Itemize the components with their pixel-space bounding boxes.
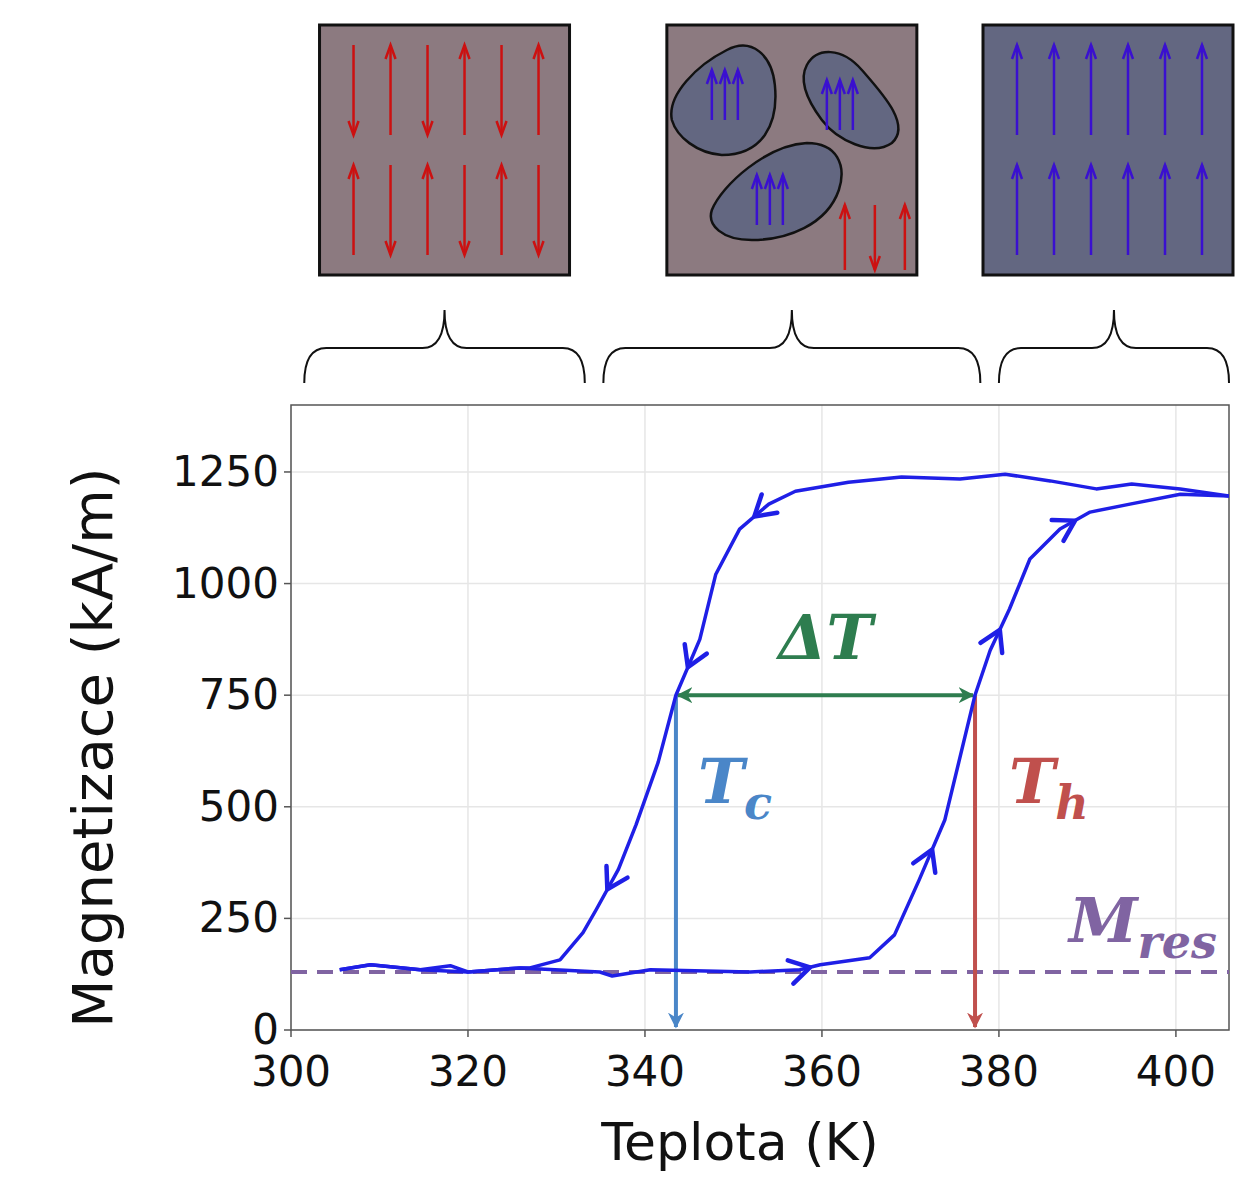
grid-line [291, 583, 1229, 585]
tick [644, 1030, 646, 1037]
direction-arrow [606, 866, 627, 889]
tick [284, 806, 291, 808]
ticks: 300 320 340 360 380 400 0 250 500 750 1000 1250 [172, 447, 1216, 1096]
grid-line [467, 405, 469, 1030]
m-res-label: Mres [1067, 884, 1217, 969]
x-tick-label: 300 [251, 1047, 331, 1096]
m-res-label-sub: res [1138, 915, 1217, 969]
x-axis-title: Teplota (K) [600, 1112, 879, 1172]
delta-t-label-main: ΔT [775, 601, 876, 674]
delta-t-label: ΔT [775, 601, 876, 674]
series-line [340, 474, 1229, 972]
y-axis-title: Magnetizace (kA/m) [60, 467, 125, 1027]
tick [284, 583, 291, 585]
chart: 300 320 340 360 380 400 0 250 500 750 1000 1250 Tepl… [0, 0, 1239, 1182]
regions [304, 25, 1233, 383]
y-tick-label: 0 [252, 1005, 279, 1054]
th-label-main: T [1009, 745, 1059, 818]
x-tick-label: 380 [959, 1047, 1039, 1096]
y-tick-label: 1250 [172, 447, 279, 496]
phase-schematic [320, 25, 570, 275]
series-line [340, 494, 1229, 976]
region-bracket [304, 310, 585, 383]
direction-arrow [1052, 520, 1075, 541]
tc-label-sub: c [744, 776, 772, 830]
th-label: Th [1009, 745, 1089, 830]
direction-arrow [980, 630, 1002, 653]
y-tick-label: 1000 [172, 559, 279, 608]
grid-line [291, 471, 1229, 473]
tick [284, 694, 291, 696]
tc-label-main: T [698, 745, 748, 818]
y-tick-label: 750 [199, 670, 279, 719]
x-tick-label: 360 [782, 1047, 862, 1096]
grid [291, 405, 1229, 1030]
tick [284, 918, 291, 920]
grid-line [821, 405, 823, 1030]
region-bracket [603, 310, 980, 383]
tick [998, 1030, 1000, 1037]
direction-arrow [754, 494, 777, 516]
grid-line [644, 405, 646, 1030]
direction-arrow [685, 644, 707, 667]
x-tick-label: 400 [1136, 1047, 1216, 1096]
tc-arrow [674, 695, 678, 1027]
direction-arrow [913, 850, 935, 873]
delta-t-arrow [678, 693, 973, 697]
data [340, 474, 1229, 983]
tick [290, 1030, 292, 1037]
grid-line [998, 405, 1000, 1030]
y-tick-label: 500 [199, 782, 279, 831]
phase-schematic [667, 25, 917, 275]
th-label-sub: h [1055, 776, 1088, 830]
direction-arrow [788, 960, 810, 983]
phase-schematic [983, 25, 1233, 275]
tick [284, 1029, 291, 1031]
tick [821, 1030, 823, 1037]
th-arrow [973, 695, 977, 1027]
m-res-label-main: M [1067, 884, 1140, 957]
y-tick-label: 250 [199, 893, 279, 942]
x-tick-label: 320 [428, 1047, 508, 1096]
region-bracket [999, 310, 1229, 383]
tick [284, 471, 291, 473]
x-tick-label: 340 [605, 1047, 685, 1096]
tick [1175, 1030, 1177, 1037]
annotations [291, 695, 1229, 1027]
grid-line [291, 694, 1229, 696]
plot-frame [291, 405, 1229, 1030]
tc-label: Tc [698, 745, 772, 830]
tick [467, 1030, 469, 1037]
